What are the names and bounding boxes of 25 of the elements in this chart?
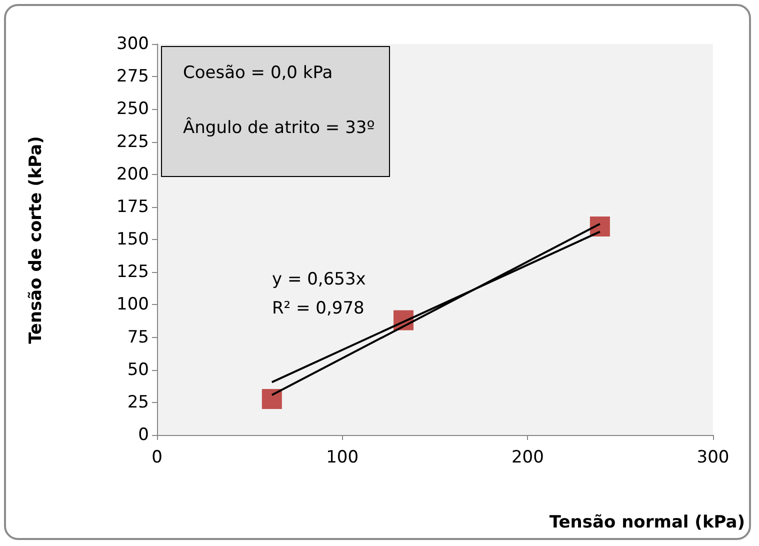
annotation: y = 0,653x: [272, 270, 366, 290]
y-tick-label: 100: [116, 294, 149, 315]
x-tick-label: 200: [511, 448, 544, 468]
y-tick-label: 225: [116, 132, 149, 152]
annotation: R² = 0,978: [272, 298, 364, 318]
y-tick-label: 150: [116, 230, 149, 250]
y-tick-label: 200: [116, 164, 149, 184]
y-tick-label: 0: [138, 425, 149, 445]
y-tick-label: 125: [116, 262, 149, 282]
y-tick-label: 75: [127, 327, 149, 348]
y-tick-label: 275: [116, 66, 149, 87]
y-tick-label: 250: [116, 99, 149, 120]
text-box: Coesão = 0,0 kPa Ângulo de atrito = 33º: [161, 46, 390, 177]
annotation: Ângulo de atrito = 33º: [183, 118, 375, 138]
y-tick-label: 25: [127, 392, 149, 412]
y-tick-label: 50: [127, 360, 149, 380]
annotation: Coesão = 0,0 kPa: [183, 63, 333, 83]
y-axis-title: Tensão de corte (kPa): [26, 136, 46, 344]
x-tick-label: 300: [696, 448, 730, 468]
x-tick-label: 100: [326, 448, 359, 468]
x-axis-title: Tensão normal (kPa): [549, 512, 746, 532]
y-tick-label: 300: [116, 34, 149, 54]
point: [262, 389, 282, 410]
x-tick-label: 0: [152, 448, 162, 468]
y-tick-label: 175: [116, 196, 149, 217]
